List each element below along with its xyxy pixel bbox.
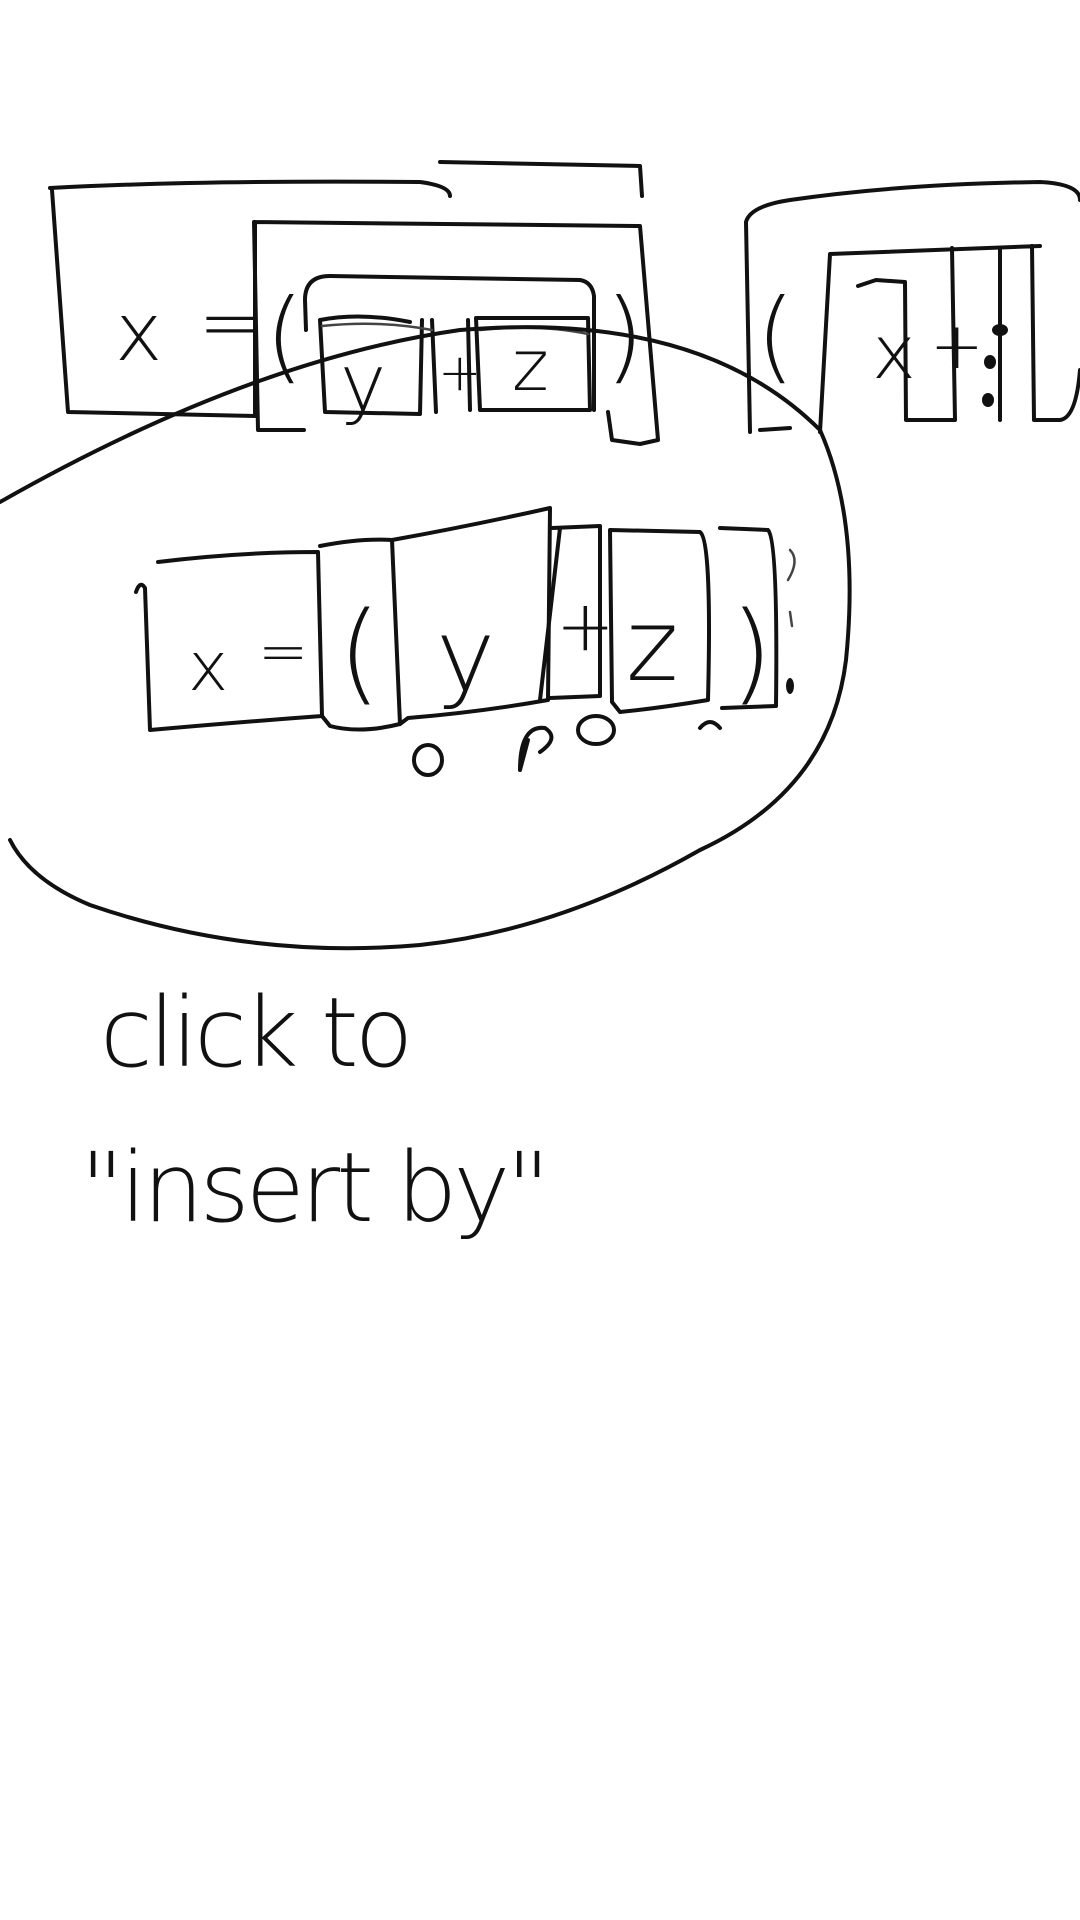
zoomed-variable-x: x [188, 628, 228, 707]
top-open-paren: ( [265, 277, 304, 394]
zoomed-operator-plus: + [556, 585, 615, 667]
top-operator-plus: + [438, 343, 482, 403]
top-expression: x = ( y + z ) [48, 160, 660, 446]
caption-line-2: "insert by" [80, 1132, 550, 1244]
zoomed-open-paren: ( [338, 588, 381, 716]
insertion-point-marker[interactable] [576, 714, 616, 746]
zoomed-trailing-mark-1 [786, 548, 796, 582]
right-ellipsis-dot-3 [982, 393, 994, 407]
zoomed-operand-z: z [626, 587, 679, 704]
zoomed-trailing-dot [786, 678, 794, 694]
zoomed-close-paren-box[interactable] [718, 526, 779, 710]
paren-group-box[interactable] [303, 274, 596, 412]
right-ellipsis-dot-2 [984, 355, 996, 369]
right-partial-expression: ( x + [744, 180, 1080, 434]
right-ellipsis-dot-1 [992, 324, 1008, 336]
right-operand-x: x [872, 310, 916, 396]
insertion-point-marker[interactable] [412, 743, 444, 777]
right-inner-box[interactable] [758, 244, 1080, 434]
y-box[interactable] [318, 314, 424, 416]
caption-line-1: click to [100, 977, 413, 1089]
right-operator-plus: + [930, 310, 984, 384]
top-equals: = [198, 276, 265, 369]
assignment-rhs-box[interactable] [252, 220, 660, 446]
insertion-point-marker[interactable] [698, 720, 722, 730]
zoomed-equals: = [258, 617, 308, 687]
zoomed-y-box[interactable] [390, 506, 552, 726]
zoomed-z-box[interactable] [608, 528, 711, 714]
right-outer-box[interactable] [744, 180, 1080, 434]
zoomed-trailing-mark-2 [788, 610, 794, 628]
zoom-lens-outline [0, 325, 852, 951]
zoomed-statement-box[interactable] [134, 550, 324, 732]
right-open-paren: ( [756, 277, 795, 394]
top-variable-x: x [115, 286, 162, 379]
insertion-point-marker[interactable] [518, 725, 554, 772]
zoomed-plus-box[interactable] [538, 524, 602, 702]
zoomed-close-paren: ) [730, 588, 773, 716]
top-operand-z: z [512, 325, 549, 407]
z-box[interactable] [474, 316, 592, 412]
zoomed-expression: x = ( y + z ) [134, 506, 796, 777]
zoomed-operand-y: y [436, 597, 495, 714]
